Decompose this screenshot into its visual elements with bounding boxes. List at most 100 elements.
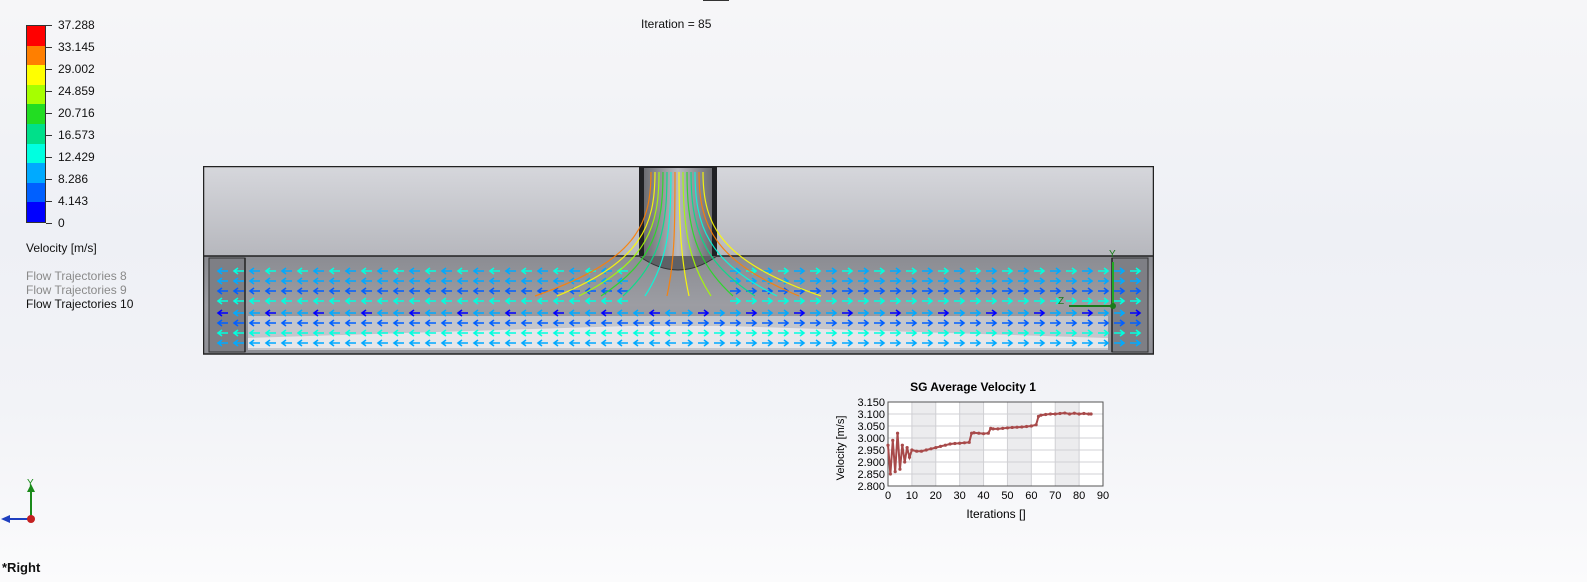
flow-trajectories-9-label[interactable]: Flow Trajectories 9 bbox=[26, 283, 127, 297]
flow-arrow bbox=[216, 287, 228, 295]
flow-arrow bbox=[472, 339, 484, 347]
flow-arrow bbox=[1018, 319, 1030, 327]
flow-arrow bbox=[552, 297, 564, 305]
flow-arrow bbox=[810, 297, 822, 305]
flow-arrow bbox=[810, 277, 822, 285]
flow-arrow bbox=[954, 319, 966, 327]
flow-arrow bbox=[392, 267, 404, 275]
flow-arrow bbox=[874, 319, 886, 327]
flow-arrow bbox=[714, 339, 726, 347]
flow-trajectories-8-label[interactable]: Flow Trajectories 8 bbox=[26, 269, 127, 283]
inlet-mouth bbox=[638, 255, 718, 271]
flow-arrow bbox=[520, 329, 532, 337]
flow-arrow bbox=[376, 267, 388, 275]
flow-arrow bbox=[842, 287, 854, 295]
flow-arrow bbox=[584, 329, 596, 337]
flow-arrow bbox=[922, 329, 934, 337]
chart-data-point bbox=[1058, 411, 1062, 416]
flow-arrow bbox=[906, 267, 918, 275]
flow-arrow bbox=[488, 267, 500, 275]
flow-arrow bbox=[938, 309, 950, 317]
flow-arrow bbox=[682, 309, 694, 317]
flow-arrow bbox=[890, 339, 902, 347]
flow-arrow bbox=[1130, 309, 1142, 317]
chart-data-point bbox=[893, 470, 897, 474]
flow-arrow bbox=[1114, 339, 1126, 347]
chart-data-point bbox=[938, 444, 943, 448]
flow-arrow bbox=[842, 297, 854, 305]
flow-arrow bbox=[874, 297, 886, 305]
chart-ytick-label: 2.850 bbox=[857, 469, 885, 481]
flow-arrow bbox=[1130, 339, 1142, 347]
flow-arrow bbox=[890, 329, 902, 337]
chart-data-point bbox=[1067, 412, 1072, 416]
flow-arrow bbox=[1066, 267, 1078, 275]
flow-arrow bbox=[216, 309, 228, 317]
flow-arrow bbox=[280, 339, 292, 347]
chart-data-point bbox=[1020, 425, 1024, 429]
flow-arrow bbox=[1082, 277, 1094, 285]
flow-arrow bbox=[312, 319, 324, 327]
flow-arrow bbox=[232, 287, 244, 295]
flow-arrow bbox=[922, 319, 934, 327]
flow-arrow bbox=[456, 319, 468, 327]
flow-arrow bbox=[874, 277, 886, 285]
flow-arrow bbox=[280, 277, 292, 285]
colorbar-segment bbox=[27, 84, 45, 105]
flow-arrow bbox=[810, 267, 822, 275]
flow-arrow bbox=[440, 319, 452, 327]
chart-data-point bbox=[967, 440, 971, 444]
flow-model-view[interactable]: Y Z bbox=[203, 166, 1154, 355]
inlet-streamline bbox=[622, 171, 668, 297]
sg-average-velocity-chart[interactable]: SG Average Velocity 1 3.1503.1003.0503.0… bbox=[828, 378, 1118, 526]
flow-arrow bbox=[456, 297, 468, 305]
chart-band bbox=[959, 402, 984, 486]
flow-arrow bbox=[392, 309, 404, 317]
flow-arrow bbox=[1034, 267, 1046, 275]
flow-arrow bbox=[280, 309, 292, 317]
flow-arrow bbox=[1034, 277, 1046, 285]
chart-data-point bbox=[924, 448, 928, 452]
inlet-streamline bbox=[534, 171, 652, 297]
flow-arrow bbox=[858, 277, 870, 285]
flow-arrow bbox=[1018, 309, 1030, 317]
chart-data-point bbox=[1015, 425, 1019, 429]
colorbar-segment bbox=[27, 163, 45, 183]
chart-band bbox=[1079, 402, 1103, 486]
legend-tick-label: 24.859 bbox=[58, 84, 95, 98]
chart-data-point bbox=[970, 431, 974, 435]
flow-arrow bbox=[826, 267, 838, 275]
model-triad: Y Z bbox=[1058, 249, 1116, 309]
flow-arrow bbox=[408, 287, 420, 295]
flow-trajectories-10-label[interactable]: Flow Trajectories 10 bbox=[26, 297, 134, 311]
flow-arrow bbox=[890, 309, 902, 317]
flow-arrow bbox=[568, 339, 580, 347]
flow-arrow bbox=[216, 339, 228, 347]
flow-arrow bbox=[664, 339, 676, 347]
flow-arrow bbox=[1050, 319, 1062, 327]
flow-arrow bbox=[424, 319, 436, 327]
chart-data-point bbox=[934, 446, 938, 450]
flow-arrow bbox=[1130, 277, 1142, 285]
legend-tick-label: 16.573 bbox=[58, 128, 95, 142]
flow-arrow bbox=[536, 339, 548, 347]
flow-arrow bbox=[1098, 309, 1110, 317]
flow-arrow bbox=[1082, 287, 1094, 295]
flow-arrow bbox=[906, 297, 918, 305]
flow-arrow bbox=[1034, 329, 1046, 337]
flow-arrow bbox=[360, 277, 372, 285]
flow-arrow bbox=[280, 329, 292, 337]
flow-arrow bbox=[408, 267, 420, 275]
flow-arrow bbox=[360, 267, 372, 275]
colorbar-segment bbox=[27, 123, 45, 144]
flow-arrow bbox=[1114, 319, 1126, 327]
flow-arrow bbox=[1034, 287, 1046, 295]
flow-arrow bbox=[344, 339, 356, 347]
flow-arrow bbox=[280, 287, 292, 295]
flow-arrow bbox=[682, 339, 694, 347]
inlet-streamline bbox=[682, 171, 712, 297]
flow-arrow bbox=[762, 309, 774, 317]
flow-arrow bbox=[1018, 339, 1030, 347]
flow-arrow bbox=[232, 339, 244, 347]
flow-arrow bbox=[520, 267, 532, 275]
